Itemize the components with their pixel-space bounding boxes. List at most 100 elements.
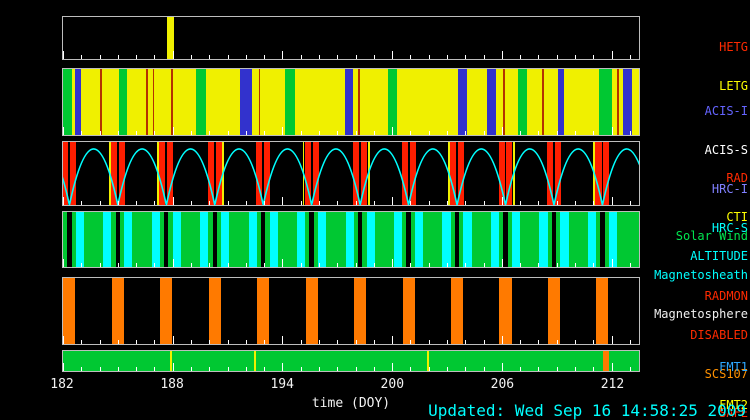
tick-mark [410, 55, 412, 59]
tick-mark [117, 263, 119, 267]
radiation-segment [118, 142, 125, 205]
legend-solar-wind: Solar Wind [675, 229, 748, 243]
tick-mark [483, 131, 485, 135]
radiation-segment [498, 142, 505, 205]
tick-mark [501, 197, 503, 205]
tick-mark [465, 55, 467, 59]
tick-mark [63, 363, 64, 371]
tick-mark [392, 363, 394, 371]
tick-mark [483, 340, 485, 344]
tick-mark [81, 131, 83, 135]
regions-segment [221, 212, 230, 267]
legend-hrc-s: HRC-S [711, 221, 748, 235]
instruments-segment [502, 69, 505, 135]
tick-mark [209, 263, 211, 267]
legend-fmt: FMT1 FMT2 FMT3 FMT4 FMT5 [719, 336, 748, 420]
regions-segment [172, 212, 181, 267]
tick-mark [410, 263, 412, 267]
radiation-segment [110, 142, 117, 205]
tick-mark [337, 367, 339, 371]
radiation-segment [547, 142, 554, 205]
tick-mark [428, 55, 430, 59]
radiation-segment [353, 142, 360, 205]
radiation-segment [167, 142, 174, 205]
tick-mark [117, 131, 119, 135]
legend-acis-i: ACIS-I [704, 104, 748, 118]
tick-mark [611, 51, 613, 59]
tick-mark [465, 201, 467, 205]
legend-cti: CTI [726, 210, 748, 224]
tick-mark [282, 127, 284, 135]
legend-gratings: HETG LETG [719, 15, 748, 119]
tick-mark [282, 197, 284, 205]
x-axis-tick-label: 206 [490, 377, 515, 392]
tick-mark [319, 367, 320, 371]
tick-mark [81, 367, 83, 371]
tick-mark [447, 367, 448, 371]
radmon-segment [354, 278, 367, 344]
tick-mark [154, 55, 156, 59]
legend-radmon-line: RADMON [704, 289, 748, 303]
tick-mark [556, 131, 558, 135]
legend-letg: LETG [719, 79, 748, 93]
tick-mark [117, 201, 119, 205]
tick-mark [245, 340, 247, 344]
tick-mark [556, 367, 558, 371]
tick-mark [282, 363, 284, 371]
regions-segment [115, 212, 121, 267]
tick-mark [410, 131, 412, 135]
instruments-segment [100, 69, 103, 135]
tick-mark [373, 340, 375, 344]
altitude-curve [63, 142, 639, 205]
tick-mark [245, 263, 247, 267]
tick-mark [392, 127, 394, 135]
regions-segment [539, 212, 548, 267]
radiation-segment [63, 142, 69, 205]
regions-segment [511, 212, 521, 267]
tick-mark [300, 131, 302, 135]
radiation-segment [603, 142, 610, 205]
tick-mark [520, 131, 522, 135]
tick-mark [538, 263, 540, 267]
instruments-segment [617, 69, 620, 135]
tick-mark [611, 363, 613, 371]
tick-mark [483, 55, 485, 59]
tick-mark [575, 201, 576, 205]
regions-segment [560, 212, 569, 267]
legend-instruments: ACIS-I ACIS-S HRC-I HRC-S [705, 79, 748, 261]
tick-mark [172, 127, 174, 135]
tick-mark [245, 367, 247, 371]
legend-radiation: RAD CTI ALTITUDE [690, 146, 748, 289]
regions-segment [393, 212, 403, 267]
x-axis-tick-label: 188 [160, 377, 184, 392]
radiation-segment [215, 142, 222, 205]
tick-mark [209, 201, 211, 205]
tick-mark [575, 55, 576, 59]
tick-mark [501, 127, 503, 135]
fmt-segment [254, 351, 257, 371]
tick-mark [629, 340, 631, 344]
tick-mark [172, 259, 174, 267]
regions-segment [490, 212, 500, 267]
instruments-segment [196, 69, 206, 135]
radmon-segment [63, 278, 76, 344]
tick-mark [465, 263, 467, 267]
tick-mark [465, 367, 467, 371]
tick-mark [428, 131, 430, 135]
tick-mark [81, 340, 83, 344]
radmon-segment [305, 278, 318, 344]
tick-mark [355, 131, 357, 135]
tick-mark [501, 51, 503, 59]
tick-mark [355, 201, 357, 205]
radmon-segment [111, 278, 124, 344]
tick-mark [593, 367, 595, 371]
tick-mark [154, 201, 156, 205]
tick-mark [264, 263, 266, 267]
tick-mark [373, 131, 375, 135]
x-axis-title: time (DOY) [311, 396, 391, 411]
radiation-segment [554, 142, 561, 205]
legend-scs107-line: SCS107 [704, 367, 748, 381]
regions-segment [67, 212, 72, 267]
radiation-segment [506, 142, 513, 205]
